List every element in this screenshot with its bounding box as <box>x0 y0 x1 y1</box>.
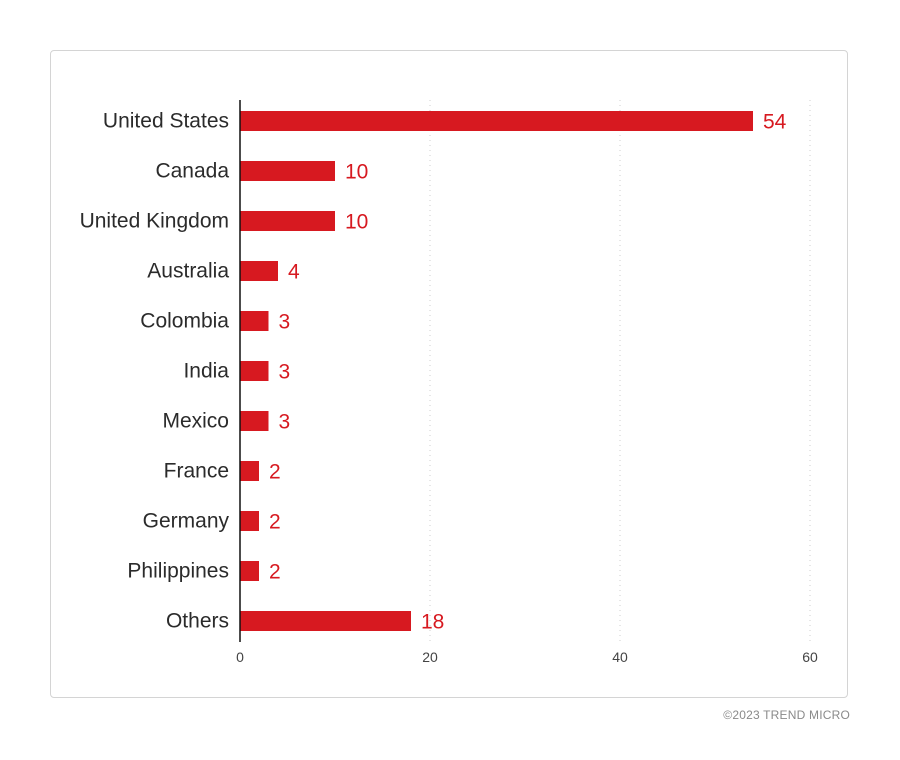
bar-others <box>240 611 411 631</box>
bar-germany <box>240 511 259 531</box>
bar-australia <box>240 261 278 281</box>
x-axis-ticks: 0 20 40 60 <box>236 649 818 665</box>
category-label-others: Others <box>166 610 229 633</box>
x-tick-label-20: 20 <box>422 649 438 665</box>
bar-united-kingdom <box>240 211 335 231</box>
bar-mexico <box>240 411 269 431</box>
value-label-germany: 2 <box>269 511 281 534</box>
copyright-text: ©2023 TREND MICRO <box>723 708 850 722</box>
bar-france <box>240 461 259 481</box>
value-label-canada: 10 <box>345 161 368 184</box>
value-label-france: 2 <box>269 461 281 484</box>
value-label-australia: 4 <box>288 261 300 284</box>
bars <box>240 111 753 631</box>
category-label-colombia: Colombia <box>140 310 229 333</box>
value-labels: 54 10 10 4 3 3 3 2 2 2 18 <box>269 111 787 634</box>
category-label-united-states: United States <box>103 110 229 133</box>
category-label-mexico: Mexico <box>162 410 229 433</box>
value-label-others: 18 <box>421 611 444 634</box>
value-label-mexico: 3 <box>279 411 291 434</box>
value-label-colombia: 3 <box>279 311 291 334</box>
value-label-united-states: 54 <box>763 111 787 134</box>
x-tick-label-40: 40 <box>612 649 628 665</box>
category-label-canada: Canada <box>155 160 229 183</box>
bar-canada <box>240 161 335 181</box>
grid-lines <box>429 100 811 642</box>
x-tick-label-0: 0 <box>236 649 244 665</box>
category-label-germany: Germany <box>143 510 230 533</box>
category-label-united-kingdom: United Kingdom <box>80 210 229 233</box>
x-tick-label-60: 60 <box>802 649 818 665</box>
category-label-philippines: Philippines <box>127 560 229 583</box>
category-label-india: India <box>183 360 229 383</box>
value-label-philippines: 2 <box>269 561 281 584</box>
category-label-france: France <box>164 460 229 483</box>
category-labels: United States Canada United Kingdom Austral… <box>80 110 230 633</box>
category-label-australia: Australia <box>147 260 229 283</box>
bar-colombia <box>240 311 269 331</box>
value-label-united-kingdom: 10 <box>345 211 368 234</box>
bar-united-states <box>240 111 753 131</box>
chart-card <box>50 50 848 698</box>
bar-philippines <box>240 561 259 581</box>
value-label-india: 3 <box>279 361 291 384</box>
bar-india <box>240 361 269 381</box>
